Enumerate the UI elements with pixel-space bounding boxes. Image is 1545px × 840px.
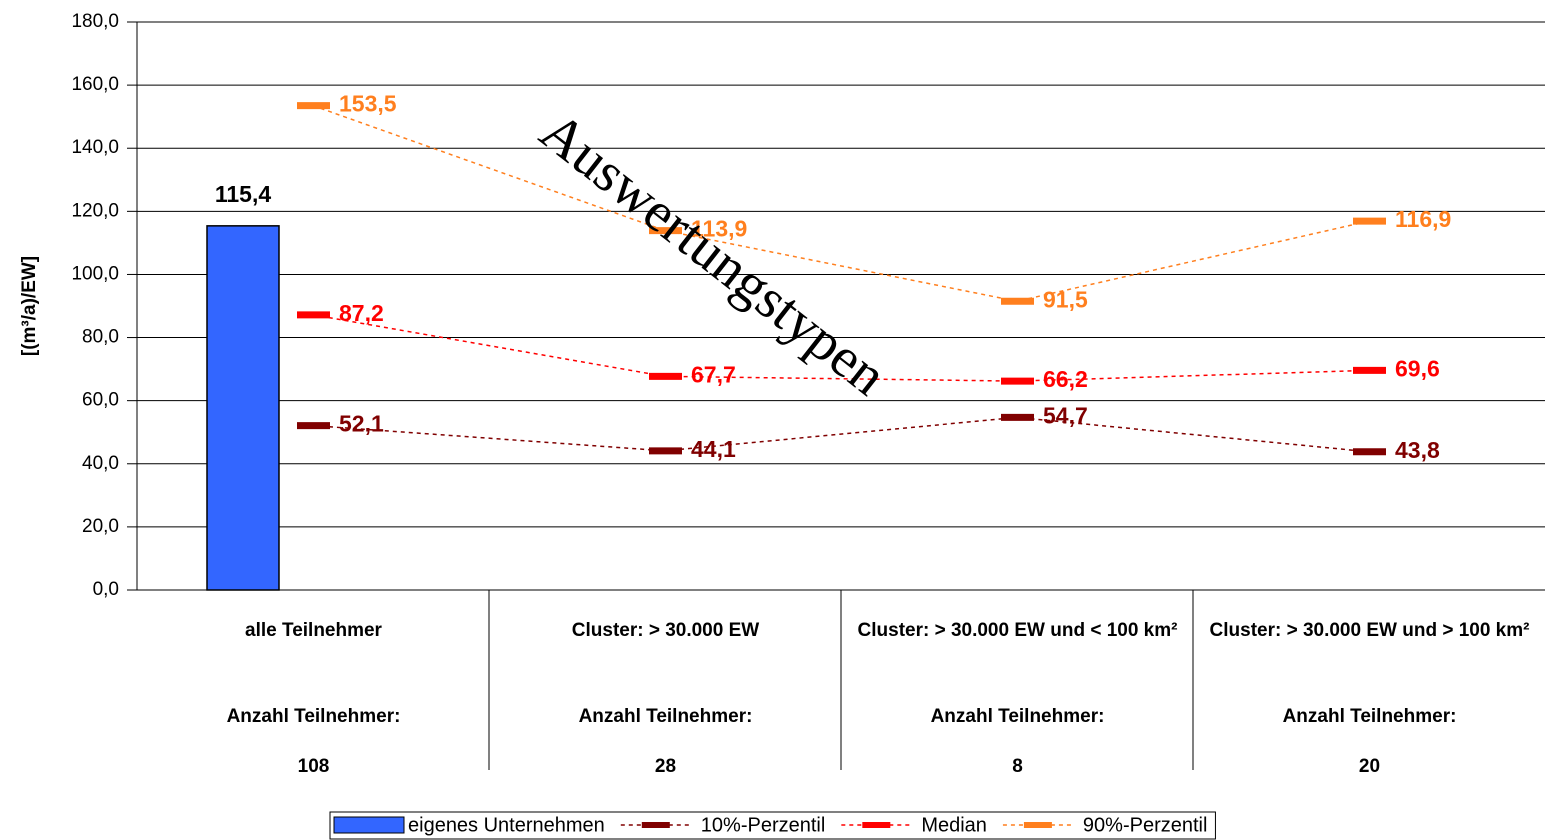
y-tick-label: 80,0 (82, 327, 119, 348)
series-line (312, 104, 1370, 303)
count-label: Anzahl Teilnehmer: (1282, 706, 1457, 727)
y-tick-label: 0,0 (93, 579, 119, 600)
x-tick-label: Cluster: > 30.000 EW (571, 620, 760, 641)
legend-label: 10%-Perzentil (701, 814, 826, 836)
y-axis-label: [(m³/a)/EW] (19, 256, 40, 356)
series-line (312, 416, 1370, 453)
y-tick-label: 40,0 (82, 453, 119, 474)
y-tick-label: 60,0 (82, 390, 119, 411)
y-tick-label: 120,0 (71, 200, 119, 221)
y-tick-label: 100,0 (71, 263, 119, 284)
series-line (312, 314, 1370, 382)
count-label: Anzahl Teilnehmer: (930, 706, 1105, 727)
count: 108 (297, 756, 330, 777)
legend: eigenes Unternehmen 10%-Perzentil Median 90… (329, 811, 1216, 840)
data-label: 67,7 (691, 361, 736, 387)
x-tick-label: Cluster: > 30.000 EW und < 100 km² (857, 620, 1178, 641)
data-label: 153,5 (339, 91, 397, 117)
y-tick-label: 160,0 (71, 74, 119, 95)
data-label: 91,5 (1043, 286, 1088, 312)
data-label: 69,6 (1395, 355, 1440, 381)
count: 8 (1012, 756, 1023, 777)
data-label: 113,9 (691, 216, 747, 242)
data-label: 43,8 (1395, 437, 1440, 463)
data-label: 44,1 (691, 436, 736, 462)
x-tick-label: Cluster: > 30.000 EW und > 100 km² (1209, 620, 1530, 641)
y-tick-label: 20,0 (82, 516, 119, 537)
data-label: 115,4 (215, 181, 271, 207)
count-label: Anzahl Teilnehmer: (578, 706, 753, 727)
data-label: 66,2 (1043, 366, 1088, 392)
bar (206, 225, 280, 591)
data-label: 87,2 (339, 300, 384, 326)
legend-label: 90%-Perzentil (1083, 814, 1208, 836)
data-label: 116,9 (1395, 206, 1451, 232)
count: 28 (654, 756, 677, 777)
x-tick-label: alle Teilnehmer (245, 620, 382, 641)
data-label: 52,1 (339, 411, 384, 437)
legend-swatch (333, 816, 405, 834)
count: 20 (1358, 756, 1381, 777)
legend-label: Median (921, 814, 987, 836)
y-tick-label: 180,0 (71, 11, 119, 32)
count-label: Anzahl Teilnehmer: (226, 706, 401, 727)
legend-label: eigenes Unternehmen (408, 814, 605, 836)
data-label: 54,7 (1043, 402, 1088, 428)
y-tick-label: 140,0 (71, 137, 119, 158)
